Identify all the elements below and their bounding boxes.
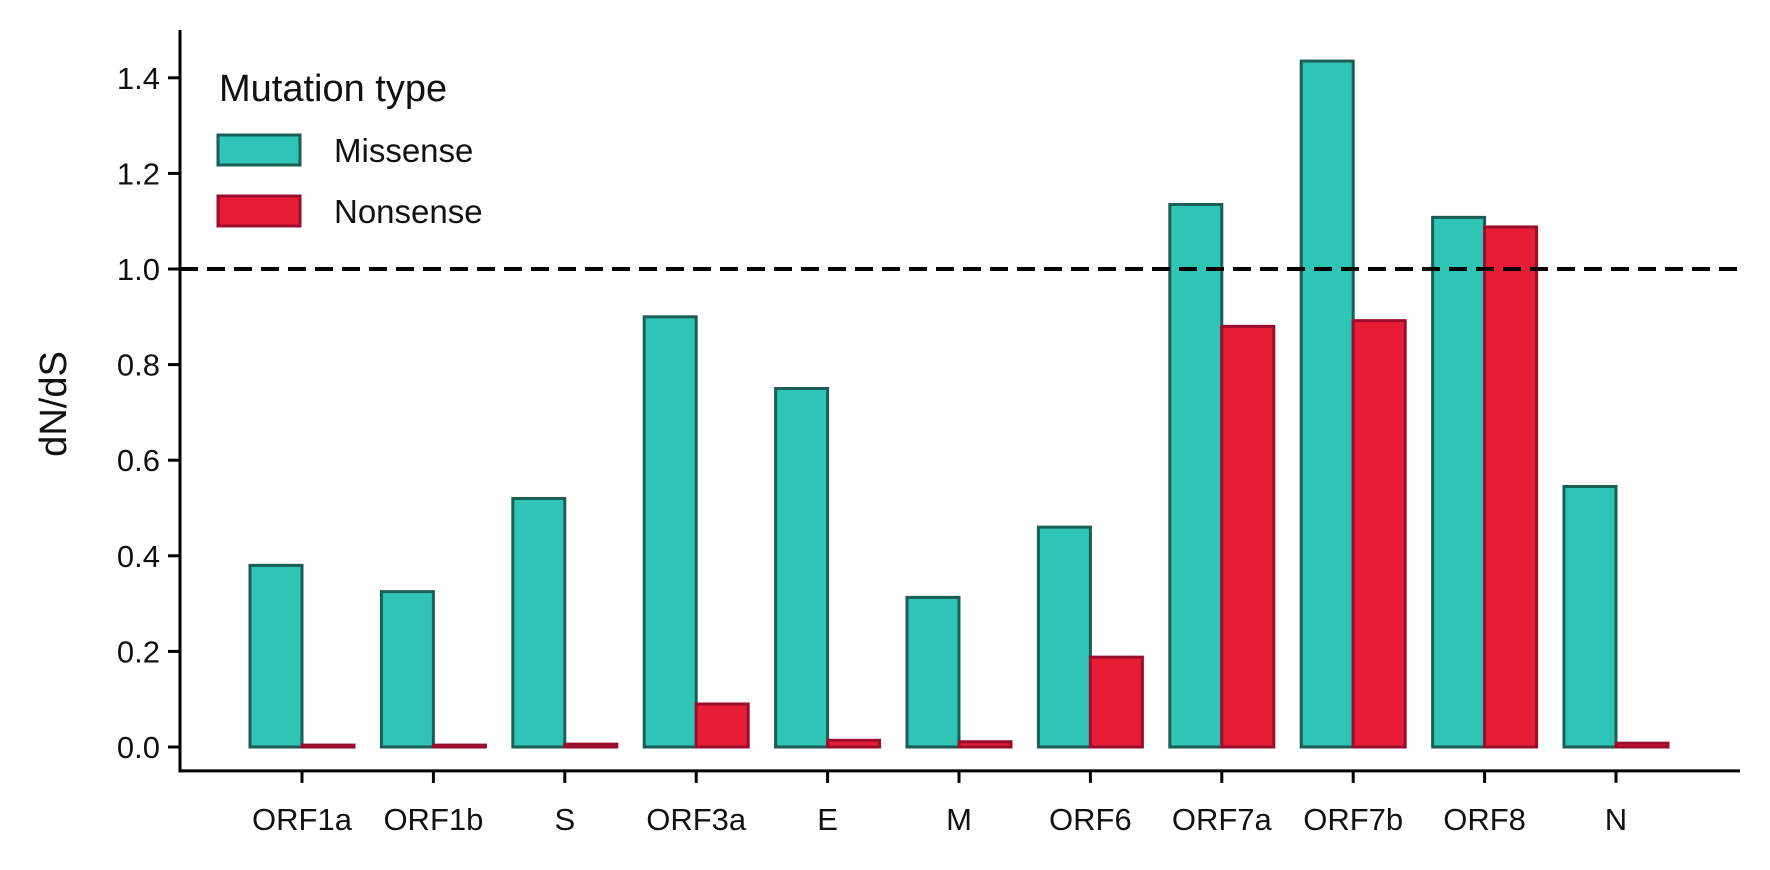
legend-label-nonsense: Nonsense — [334, 193, 483, 230]
legend-swatch-missense — [216, 133, 302, 167]
x-tick-label-e: E — [817, 802, 838, 837]
x-tick-label-orf7a: ORF7a — [1172, 802, 1273, 837]
bar-nonsense-orf1b — [431, 743, 487, 749]
x-tick-label-orf1a: ORF1a — [252, 802, 353, 837]
x-tick-label-orf6: ORF6 — [1049, 802, 1132, 837]
bar-missense-orf7b — [1299, 59, 1355, 749]
y-tick-label: 0.8 — [117, 348, 160, 383]
y-tick-label: 0.0 — [117, 730, 160, 765]
y-tick-label: 0.6 — [117, 443, 160, 478]
bar-missense-n — [1562, 484, 1618, 749]
bar-missense-orf1a — [248, 563, 304, 749]
bars-layer — [248, 59, 1670, 749]
y-tick-label: 1.0 — [117, 252, 160, 287]
legend-swatch-nonsense — [216, 194, 302, 228]
bar-missense-e — [774, 387, 830, 749]
y-tick-label: 1.4 — [117, 61, 160, 96]
y-ticks-layer: 0.0 0.2 0.4 0.6 0.8 1.0 1.2 1.4 — [117, 61, 180, 765]
bar-missense-orf7a — [1168, 202, 1224, 749]
bar-nonsense-orf7b — [1351, 319, 1407, 749]
y-tick-label: 0.4 — [117, 539, 160, 574]
bar-nonsense-n — [1614, 741, 1670, 749]
y-axis-title: dN/dS — [33, 351, 75, 457]
x-tick-label-orf7b: ORF7b — [1303, 802, 1403, 837]
bar-nonsense-orf1a — [300, 743, 356, 749]
y-tick-label: 1.2 — [117, 156, 160, 191]
legend: Mutation type Missense Nonsense — [216, 68, 483, 230]
x-tick-label-orf1b: ORF1b — [383, 802, 483, 837]
bar-missense-orf8 — [1431, 215, 1487, 749]
bar-nonsense-e — [826, 738, 882, 749]
bar-missense-m — [905, 595, 961, 749]
bar-missense-s — [511, 496, 567, 749]
x-tick-label-orf3a: ORF3a — [646, 802, 747, 837]
bar-nonsense-orf3a — [694, 702, 750, 749]
x-tick-label-n: N — [1605, 802, 1627, 837]
x-ticks-layer: ORF1a ORF1b S ORF3a E M ORF6 ORF7a ORF7b ORF8 N — [252, 770, 1627, 837]
bar-missense-orf3a — [642, 315, 698, 749]
bar-nonsense-s — [563, 742, 619, 749]
legend-items: Missense Nonsense — [216, 132, 483, 230]
legend-title: Mutation type — [219, 68, 447, 110]
bar-missense-orf1b — [379, 590, 435, 749]
x-tick-label-s: S — [554, 802, 575, 837]
bar-missense-orf6 — [1036, 525, 1092, 749]
bar-nonsense-orf6 — [1088, 655, 1144, 749]
x-tick-label-orf8: ORF8 — [1443, 802, 1526, 837]
bar-nonsense-orf8 — [1483, 225, 1539, 749]
y-tick-label: 0.2 — [117, 634, 160, 669]
bar-nonsense-m — [957, 740, 1013, 749]
legend-label-missense: Missense — [334, 132, 473, 169]
x-tick-label-m: M — [946, 802, 972, 837]
bar-nonsense-orf7a — [1220, 324, 1276, 749]
